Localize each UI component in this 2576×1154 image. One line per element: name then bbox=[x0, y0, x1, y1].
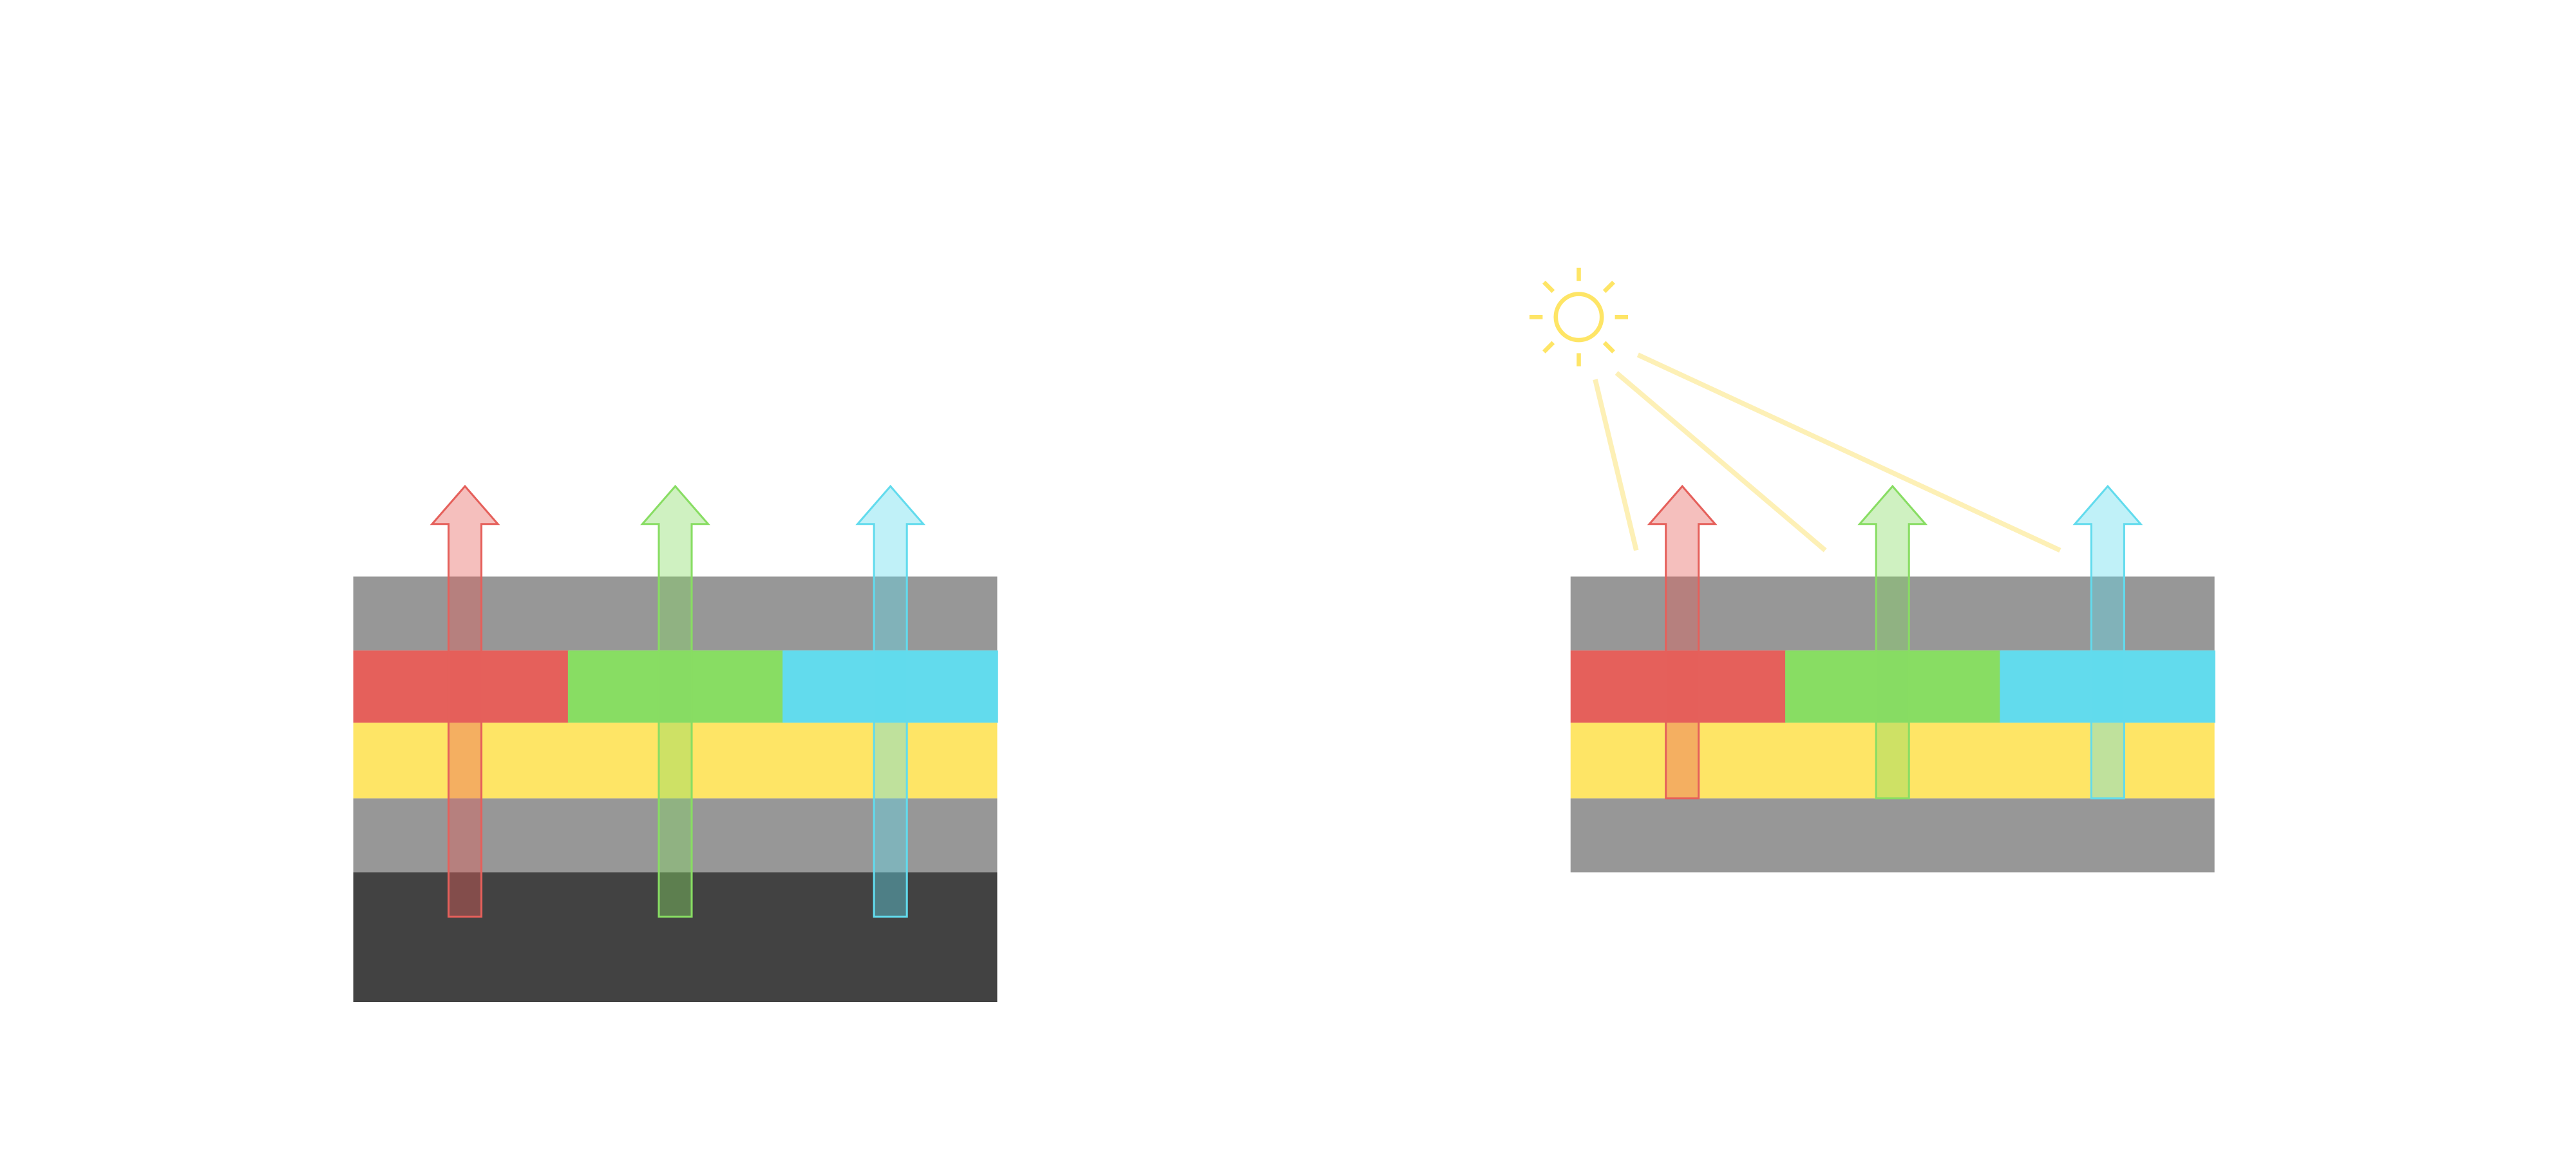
cyan-arrow-icon bbox=[855, 484, 926, 918]
green-arrow-icon bbox=[1857, 484, 1928, 800]
gray-layer bbox=[1570, 576, 2215, 651]
gray-layer bbox=[353, 576, 998, 651]
red-filter-segment bbox=[1570, 650, 1786, 723]
dark-layer bbox=[353, 872, 998, 1003]
green-arrow-icon bbox=[640, 484, 710, 918]
light-ray-line bbox=[1636, 352, 2061, 553]
cyan-filter-segment bbox=[782, 650, 998, 723]
gray-layer bbox=[1570, 798, 2215, 873]
green-filter-segment bbox=[1785, 650, 2001, 723]
red-arrow-icon bbox=[430, 484, 500, 918]
sun-ray bbox=[1542, 341, 1555, 354]
green-filter-segment bbox=[567, 650, 784, 723]
cyan-arrow-icon bbox=[2072, 484, 2143, 800]
gray-layer bbox=[353, 798, 998, 873]
sun-ray bbox=[1602, 341, 1615, 354]
yellow-layer bbox=[1570, 723, 2215, 799]
light-ray-line bbox=[1593, 379, 1639, 551]
sun-ray bbox=[1602, 280, 1615, 293]
sun-icon bbox=[1529, 267, 1629, 366]
sun-disc bbox=[1553, 292, 1604, 343]
red-arrow-icon bbox=[1647, 484, 1718, 800]
red-filter-segment bbox=[353, 650, 569, 723]
sun-ray bbox=[1542, 280, 1555, 293]
light-ray-line bbox=[1615, 371, 1827, 553]
right-stack bbox=[1570, 484, 2215, 873]
cyan-filter-segment bbox=[2000, 650, 2215, 723]
left-stack bbox=[353, 484, 998, 1003]
yellow-layer bbox=[353, 723, 998, 799]
